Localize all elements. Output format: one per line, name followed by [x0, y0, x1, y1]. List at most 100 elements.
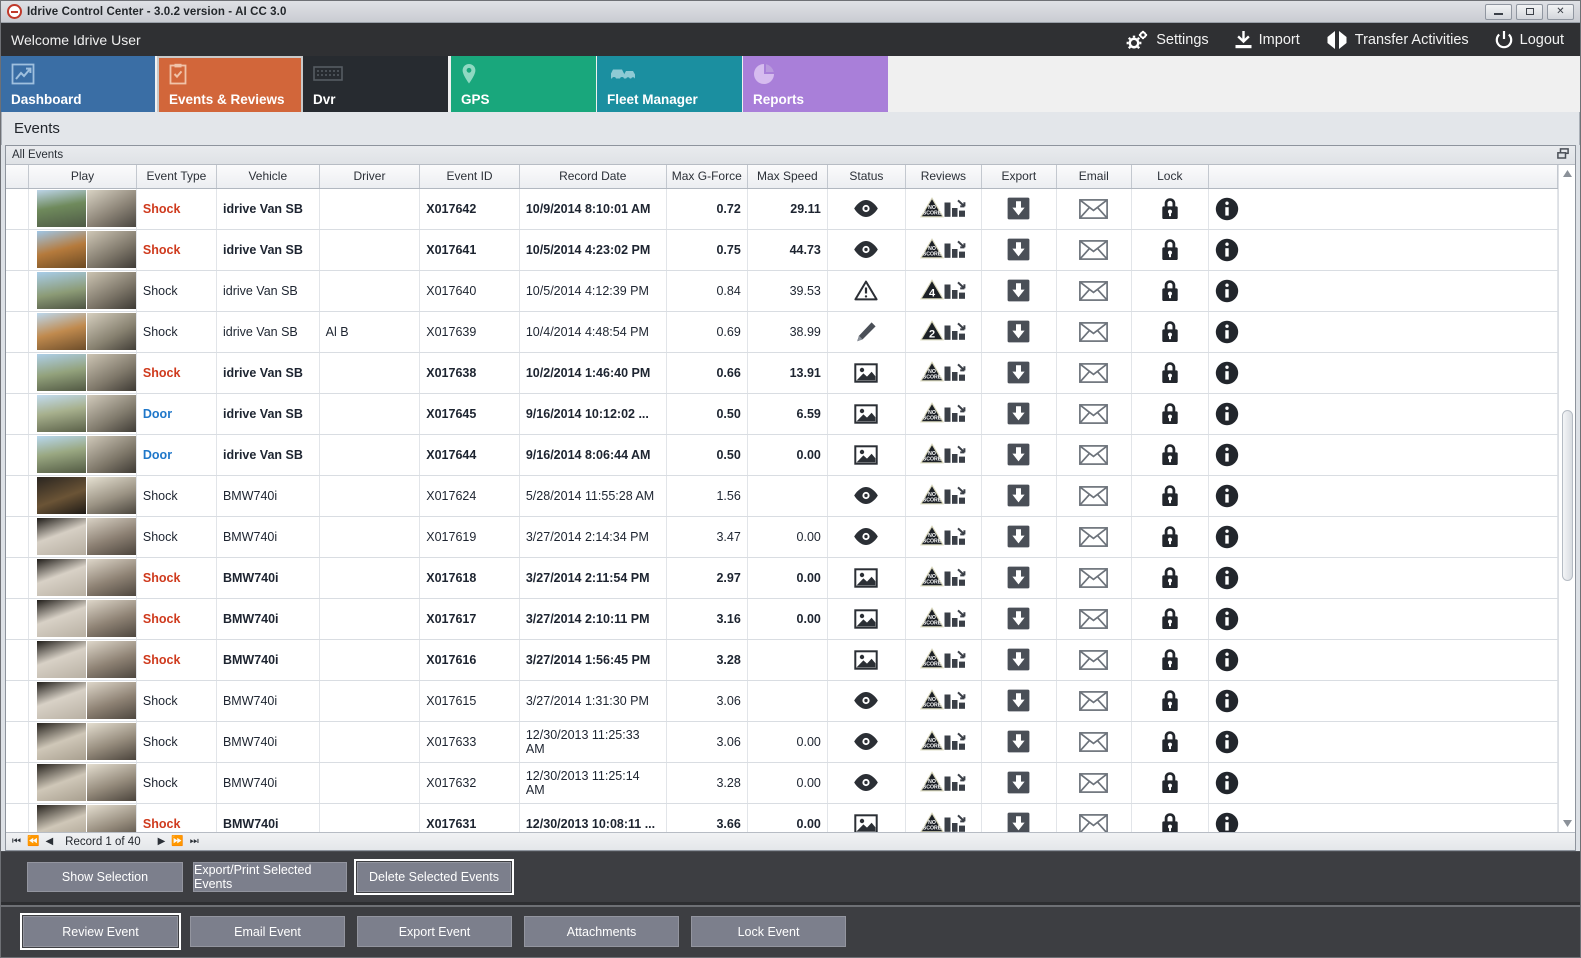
download-arrow-icon[interactable]	[1007, 525, 1030, 548]
padlock-icon[interactable]	[1160, 239, 1180, 260]
email-cell[interactable]	[1056, 475, 1132, 517]
review-score-icon[interactable]: NO SCORE	[919, 565, 967, 586]
nav-tab-events-and-reviews[interactable]: Events & Reviews	[157, 56, 303, 112]
thumbnail-cabin-view[interactable]	[87, 436, 137, 473]
export-cell[interactable]	[981, 762, 1057, 804]
padlock-icon[interactable]	[1160, 608, 1180, 629]
row-select-cell[interactable]	[6, 270, 30, 312]
info-circle-icon[interactable]	[1215, 566, 1239, 589]
review-score-icon[interactable]: NO SCORE	[919, 442, 967, 463]
status-cell[interactable]	[827, 516, 906, 558]
thumbnail-cabin-view[interactable]	[87, 641, 137, 678]
export-cell[interactable]	[981, 639, 1057, 681]
maximize-button[interactable]	[1516, 3, 1543, 20]
info-cell[interactable]	[1208, 680, 1558, 722]
padlock-icon[interactable]	[1160, 321, 1180, 342]
play-cell[interactable]	[28, 188, 137, 230]
video-thumbnails[interactable]	[37, 805, 137, 832]
padlock-icon[interactable]	[1160, 280, 1180, 301]
review-score-icon[interactable]: NO SCORE	[919, 606, 967, 627]
export-cell[interactable]	[981, 188, 1057, 230]
eye-icon[interactable]	[853, 528, 879, 545]
info-circle-icon[interactable]	[1215, 689, 1239, 712]
lock-cell[interactable]	[1131, 475, 1209, 517]
row-select-cell[interactable]	[6, 680, 30, 722]
minimize-button[interactable]	[1485, 3, 1512, 20]
email-cell[interactable]	[1056, 352, 1132, 394]
image-icon[interactable]	[854, 362, 879, 383]
thumbnail-cabin-view[interactable]	[87, 764, 137, 801]
thumbnail-road-view[interactable]	[37, 354, 87, 391]
thumbnail-road-view[interactable]	[37, 272, 87, 309]
thumbnail-road-view[interactable]	[37, 600, 87, 637]
reviews-cell[interactable]: NO SCORE	[905, 639, 982, 681]
lock-cell[interactable]	[1131, 639, 1209, 681]
close-button[interactable]: ✕	[1547, 3, 1574, 20]
eye-icon[interactable]	[853, 487, 879, 504]
thumbnail-cabin-view[interactable]	[87, 395, 137, 432]
email-cell[interactable]	[1056, 516, 1132, 558]
thumbnail-cabin-view[interactable]	[87, 190, 137, 227]
envelope-icon[interactable]	[1079, 608, 1109, 629]
envelope-icon[interactable]	[1079, 772, 1109, 793]
info-cell[interactable]	[1208, 352, 1558, 394]
status-cell[interactable]	[827, 311, 906, 353]
col-header-select[interactable]	[6, 165, 30, 189]
thumbnail-road-view[interactable]	[37, 436, 87, 473]
image-icon[interactable]	[854, 649, 879, 670]
table-row[interactable]: Shock BMW740i X017633 12/30/2013 11:25:33 A…	[6, 721, 1558, 763]
info-circle-icon[interactable]	[1215, 402, 1239, 425]
reviews-cell[interactable]: NO SCORE	[905, 352, 982, 394]
email-cell[interactable]	[1056, 229, 1132, 271]
envelope-icon[interactable]	[1079, 567, 1109, 588]
play-cell[interactable]	[28, 598, 137, 640]
info-cell[interactable]	[1208, 270, 1558, 312]
info-circle-icon[interactable]	[1215, 320, 1239, 343]
thumbnail-cabin-view[interactable]	[87, 477, 137, 514]
email-cell[interactable]	[1056, 598, 1132, 640]
pencil-icon[interactable]	[855, 321, 877, 341]
row-select-cell[interactable]	[6, 393, 30, 435]
export-cell[interactable]	[981, 229, 1057, 271]
info-cell[interactable]	[1208, 393, 1558, 435]
export-cell[interactable]	[981, 680, 1057, 722]
play-cell[interactable]	[28, 393, 137, 435]
nav-next-page[interactable]: ⏩	[171, 836, 183, 847]
review-score-icon[interactable]: NO SCORE	[919, 360, 967, 381]
email-cell[interactable]	[1056, 680, 1132, 722]
play-cell[interactable]	[28, 270, 137, 312]
reviews-cell[interactable]: NO SCORE	[905, 516, 982, 558]
play-cell[interactable]	[28, 803, 137, 832]
thumbnail-cabin-view[interactable]	[87, 354, 137, 391]
video-thumbnails[interactable]	[37, 395, 137, 432]
status-cell[interactable]	[827, 352, 906, 394]
thumbnail-cabin-view[interactable]	[87, 518, 137, 555]
review-score-icon[interactable]: NO SCORE	[919, 401, 967, 422]
row-select-cell[interactable]	[6, 188, 30, 230]
table-row[interactable]: Shock BMW740i X017615 3/27/2014 1:31:30 PM 3…	[6, 680, 1558, 722]
thumbnail-road-view[interactable]	[37, 805, 87, 832]
status-cell[interactable]	[827, 229, 906, 271]
col-header-export[interactable]: Export	[981, 165, 1057, 189]
nav-tab-dvr[interactable]: Dvr	[303, 56, 448, 112]
row-select-cell[interactable]	[6, 762, 30, 804]
table-row[interactable]: Shock idrive Van SB X017642 10/9/2014 8:10:…	[6, 188, 1558, 230]
export-cell[interactable]	[981, 311, 1057, 353]
thumbnail-road-view[interactable]	[37, 682, 87, 719]
status-cell[interactable]	[827, 598, 906, 640]
download-arrow-icon[interactable]	[1007, 812, 1030, 832]
status-cell[interactable]	[827, 721, 906, 763]
info-circle-icon[interactable]	[1215, 279, 1239, 302]
info-cell[interactable]	[1208, 721, 1558, 763]
status-cell[interactable]	[827, 393, 906, 435]
envelope-icon[interactable]	[1079, 485, 1109, 506]
info-cell[interactable]	[1208, 639, 1558, 681]
download-arrow-icon[interactable]	[1007, 320, 1030, 343]
thumbnail-road-view[interactable]	[37, 231, 87, 268]
email-cell[interactable]	[1056, 393, 1132, 435]
eye-icon[interactable]	[853, 733, 879, 750]
lock-cell[interactable]	[1131, 721, 1209, 763]
menu-item-settings[interactable]: Settings	[1125, 30, 1209, 50]
lock-cell[interactable]	[1131, 680, 1209, 722]
export-cell[interactable]	[981, 557, 1057, 599]
